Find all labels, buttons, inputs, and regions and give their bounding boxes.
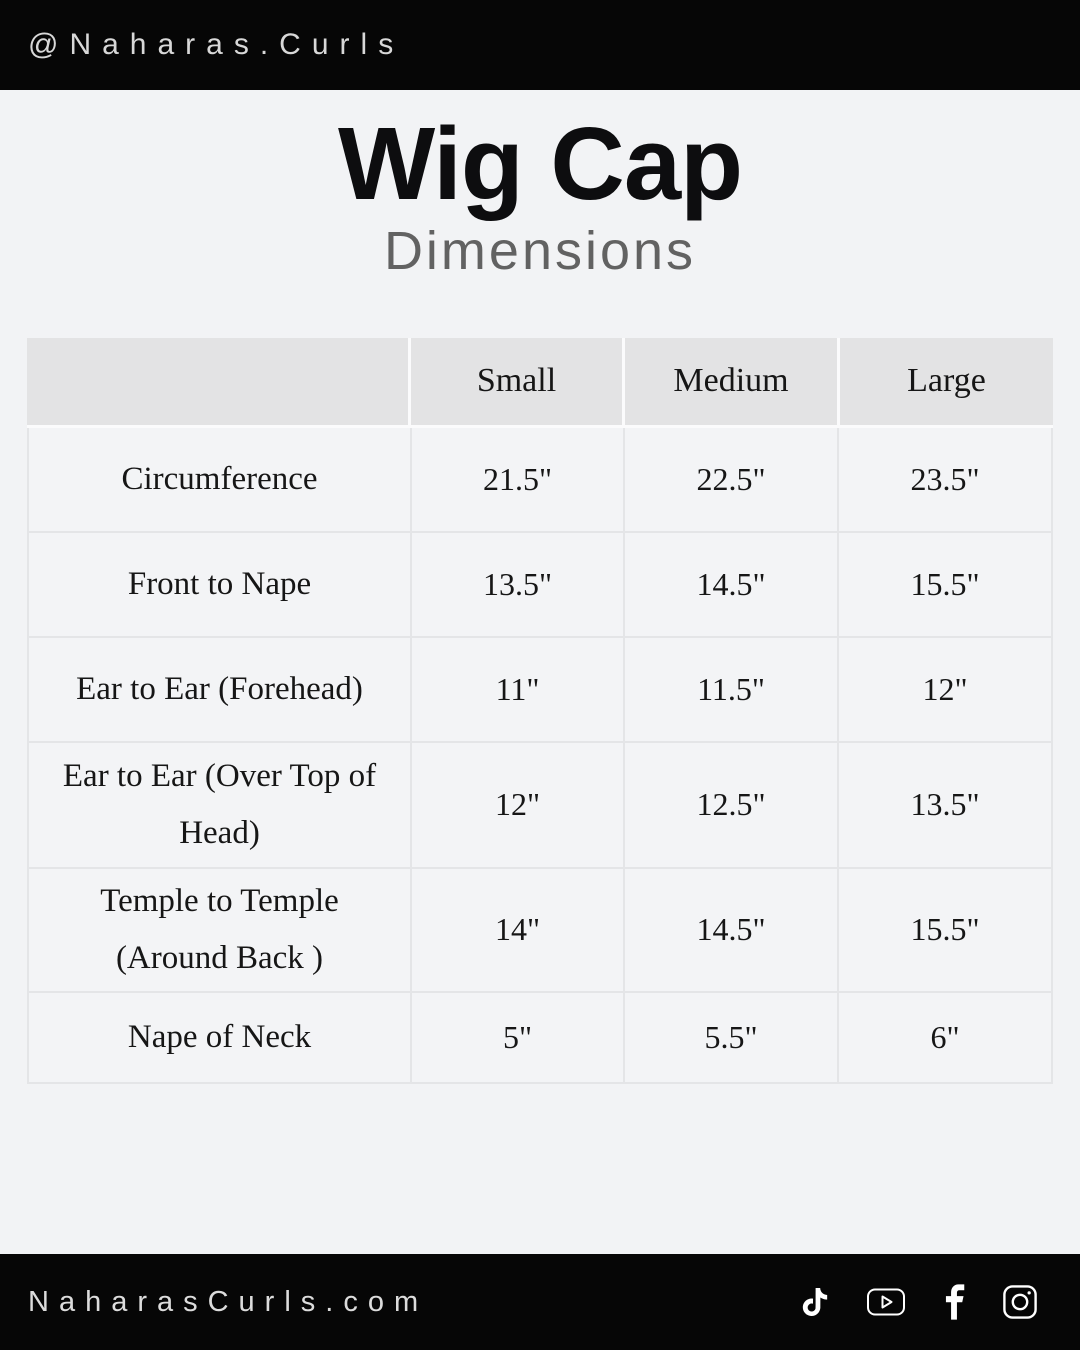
row-label: Ear to Ear (Forehead) (29, 637, 410, 741)
row-label: Front to Nape (29, 532, 410, 636)
tiktok-icon[interactable] (801, 1286, 829, 1318)
column-header-large: Large (840, 337, 1053, 425)
column-header-small: Small (411, 337, 622, 425)
website-url: NaharasCurls.com (28, 1285, 429, 1318)
title-block: Wig Cap Dimensions (0, 106, 1080, 282)
table-row: Ear to Ear (Forehead) 11" 11.5" 12" (29, 637, 1051, 741)
size-chart-table: Small Medium Large Circumference 21.5" 2… (27, 337, 1053, 1084)
table-row: Nape of Neck 5" 5.5" 6" (29, 992, 1051, 1082)
cell-value: 15.5" (839, 532, 1051, 636)
cell-value: 11.5" (625, 637, 837, 741)
table-row: Front to Nape 13.5" 14.5" 15.5" (29, 532, 1051, 636)
table-corner-cell (27, 337, 408, 425)
cell-value: 12" (839, 637, 1051, 741)
cell-value: 21.5" (412, 427, 623, 531)
cell-value: 12" (412, 742, 623, 867)
row-label: Ear to Ear (Over Top of Head) (29, 742, 410, 867)
youtube-icon[interactable] (866, 1287, 906, 1317)
row-label: Nape of Neck (29, 992, 410, 1082)
row-label: Circumference (29, 427, 410, 531)
table-header-row: Small Medium Large (27, 337, 1053, 428)
table-row: Temple to Temple (Around Back ) 14" 14.5… (29, 868, 1051, 991)
cell-value: 5.5" (625, 992, 837, 1082)
cell-value: 13.5" (839, 742, 1051, 867)
column-header-medium: Medium (625, 337, 837, 425)
cell-value: 6" (839, 992, 1051, 1082)
instagram-icon[interactable] (1002, 1284, 1038, 1320)
top-bar: @Naharas.Curls (0, 0, 1080, 90)
cell-value: 22.5" (625, 427, 837, 531)
cell-value: 5" (412, 992, 623, 1082)
footer-bar: NaharasCurls.com (0, 1254, 1080, 1350)
page-subtitle: Dimensions (383, 221, 697, 282)
cell-value: 15.5" (839, 868, 1051, 991)
cell-value: 23.5" (839, 427, 1051, 531)
table-body: Circumference 21.5" 22.5" 23.5" Front to… (27, 427, 1053, 1084)
social-icons (801, 1284, 1038, 1320)
cell-value: 14" (412, 868, 623, 991)
page-title: Wig Cap (337, 106, 743, 221)
social-handle: @Naharas.Curls (28, 28, 405, 61)
cell-value: 14.5" (625, 868, 837, 991)
cell-value: 14.5" (625, 532, 837, 636)
cell-value: 11" (412, 637, 623, 741)
cell-value: 12.5" (625, 742, 837, 867)
cell-value: 13.5" (412, 532, 623, 636)
row-label: Temple to Temple (Around Back ) (29, 868, 410, 991)
table-row: Ear to Ear (Over Top of Head) 12" 12.5" … (29, 742, 1051, 867)
table-row: Circumference 21.5" 22.5" 23.5" (29, 427, 1051, 531)
facebook-icon[interactable] (943, 1284, 965, 1320)
